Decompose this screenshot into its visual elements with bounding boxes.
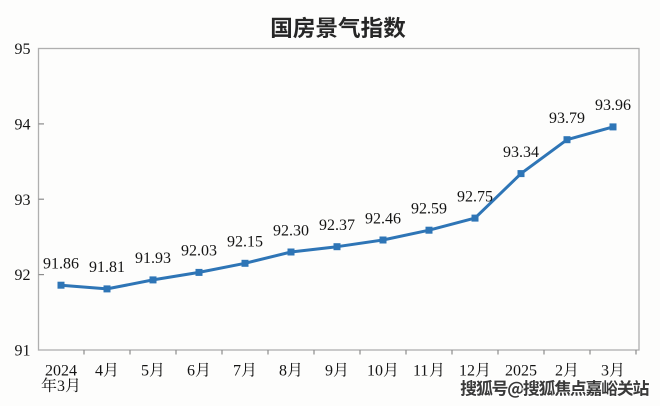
svg-text:91.86: 91.86 bbox=[43, 256, 79, 273]
svg-text:2: 2 bbox=[555, 363, 563, 380]
svg-text:2025: 2025 bbox=[505, 363, 537, 380]
svg-text:93: 93 bbox=[15, 192, 31, 209]
svg-text:11: 11 bbox=[413, 363, 428, 380]
svg-text:91: 91 bbox=[15, 343, 31, 360]
svg-text:94: 94 bbox=[15, 116, 31, 133]
svg-text:2024: 2024 bbox=[45, 363, 77, 380]
svg-text:93.34: 93.34 bbox=[503, 144, 539, 161]
svg-text:91.81: 91.81 bbox=[89, 259, 125, 276]
svg-text:12: 12 bbox=[459, 363, 475, 380]
svg-text:8: 8 bbox=[279, 363, 287, 380]
svg-text:95: 95 bbox=[15, 41, 31, 58]
svg-text:93.79: 93.79 bbox=[549, 110, 585, 127]
svg-text:4: 4 bbox=[95, 363, 103, 380]
svg-text:92.46: 92.46 bbox=[365, 210, 401, 227]
svg-text:92.30: 92.30 bbox=[273, 222, 309, 239]
svg-text:10: 10 bbox=[367, 363, 383, 380]
svg-text:92.03: 92.03 bbox=[181, 243, 217, 260]
svg-text:91.93: 91.93 bbox=[135, 250, 171, 267]
svg-text:92.75: 92.75 bbox=[457, 188, 493, 205]
svg-text:92.15: 92.15 bbox=[227, 234, 263, 251]
svg-text:5: 5 bbox=[141, 363, 149, 380]
svg-text:6: 6 bbox=[187, 363, 195, 380]
svg-text:92.59: 92.59 bbox=[411, 201, 447, 218]
svg-text:7: 7 bbox=[233, 363, 241, 380]
svg-text:3: 3 bbox=[601, 363, 609, 380]
svg-text:9: 9 bbox=[325, 363, 333, 380]
svg-text:3: 3 bbox=[57, 378, 65, 395]
svg-text:93.96: 93.96 bbox=[595, 97, 631, 114]
svg-text:92: 92 bbox=[15, 267, 31, 284]
svg-text:92.37: 92.37 bbox=[319, 217, 355, 234]
